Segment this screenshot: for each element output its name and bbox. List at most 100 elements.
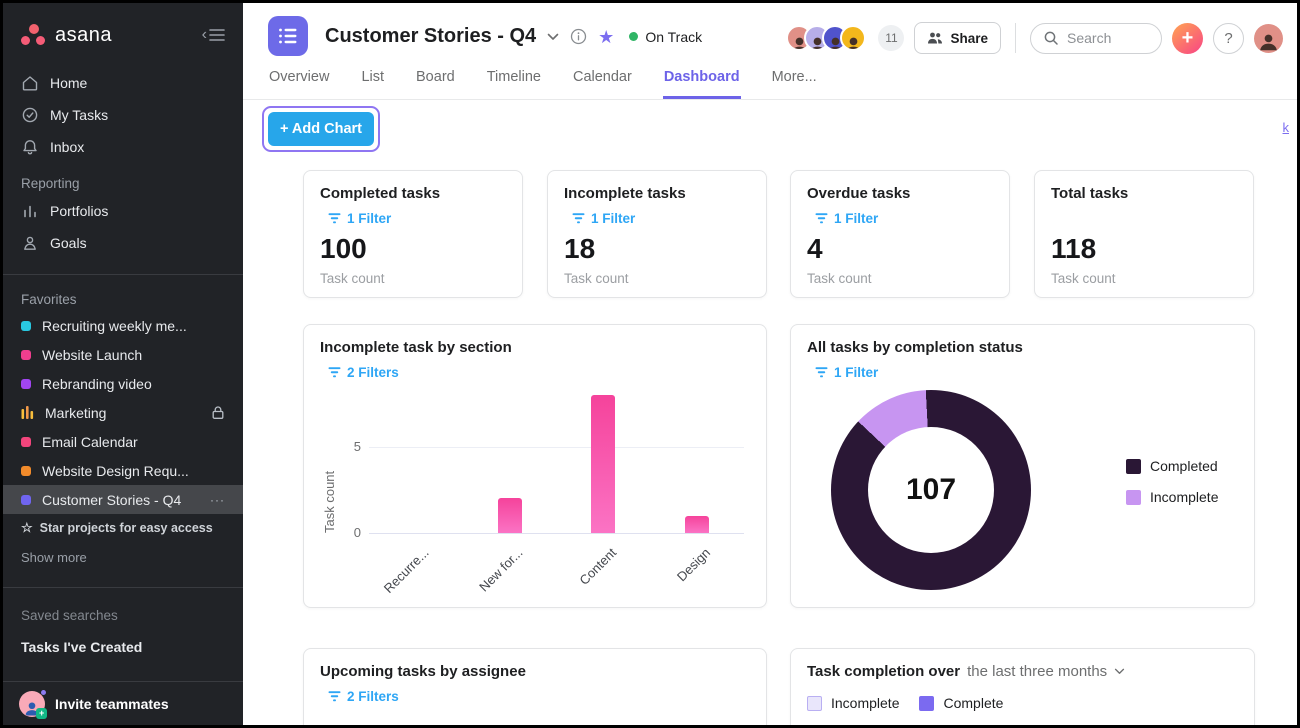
gridline-0: 0 [354, 525, 744, 540]
sidebar-item-rebranding-video[interactable]: Rebranding video [3, 369, 243, 398]
member-avatars[interactable] [786, 25, 867, 51]
profile-avatar[interactable] [1254, 23, 1283, 53]
lock-icon [211, 405, 225, 420]
tab-more[interactable]: More... [771, 69, 817, 85]
search-input[interactable] [1030, 22, 1162, 54]
legend-swatch [1126, 489, 1141, 505]
help-button[interactable]: ? [1213, 22, 1244, 54]
sidebar-item-website-launch[interactable]: Website Launch [3, 340, 243, 369]
tab-calendar[interactable]: Calendar [572, 69, 632, 85]
legend-swatch [1126, 458, 1141, 474]
member-count-badge[interactable]: 11 [878, 25, 905, 51]
saved-searches-label: Saved searches [21, 607, 118, 623]
bar[interactable] [497, 498, 522, 533]
x-axis-label: New for... [475, 545, 526, 595]
gridline-5: 5 [354, 439, 744, 454]
tab-overview[interactable]: Overview [269, 69, 330, 85]
filter-icon [572, 213, 585, 224]
favorite-star-icon[interactable]: ★ [598, 26, 615, 47]
card-completion-status: All tasks by completion status 1 Filter … [790, 324, 1255, 608]
truncated-link[interactable]: k [1282, 120, 1290, 135]
card-upcoming-by-assignee: Upcoming tasks by assignee 2 Filters [303, 648, 767, 725]
sidebar-item-email-calendar[interactable]: Email Calendar [3, 427, 243, 456]
invite-teammates-button[interactable]: + Invite teammates [3, 681, 243, 725]
info-icon[interactable] [570, 28, 587, 45]
date-range-dropdown[interactable]: the last three months [967, 663, 1108, 680]
filter-link[interactable]: 1 Filter [572, 211, 635, 226]
invite-teammates-icon: + [19, 689, 47, 719]
sidebar-item-marketing[interactable]: Marketing [3, 398, 243, 427]
project-color-bullet [21, 436, 31, 447]
bar-chart-icon [21, 202, 39, 220]
filter-link[interactable]: 2 Filters [328, 689, 399, 704]
sidebar-item-website-design-requ[interactable]: Website Design Requ... [3, 456, 243, 485]
legend-swatch [919, 695, 935, 711]
sidebar-item-label: Recruiting weekly me... [42, 317, 187, 334]
stat-card-total-tasks: Total tasks 118 Task count [1034, 170, 1254, 298]
search-field[interactable] [1067, 30, 1147, 46]
asana-logo-text: asana [55, 23, 112, 46]
bar[interactable] [591, 394, 616, 533]
sidebar-item-inbox[interactable]: Inbox [3, 131, 243, 163]
project-bars-icon [21, 406, 34, 419]
sidebar-item-home[interactable]: Home [3, 67, 243, 99]
filter-label: 2 Filters [347, 365, 399, 380]
chevron-down-icon[interactable] [1114, 668, 1125, 675]
card-title: All tasks by completion status [807, 339, 1023, 356]
sidebar-item-label: Website Launch [42, 346, 143, 363]
project-header: Customer Stories - Q4 ★ On Track Overvie… [243, 3, 1297, 100]
asana-logo-icon [21, 24, 47, 46]
check-circle-icon [21, 106, 39, 124]
filter-link[interactable]: 1 Filter [815, 211, 878, 226]
sidebar-item-customer-stories-q4[interactable]: Customer Stories - Q4 ··· [3, 485, 243, 514]
sidebar-collapse-button[interactable]: ‹ [202, 26, 225, 44]
divider [1015, 23, 1016, 53]
main-area: Customer Stories - Q4 ★ On Track Overvie… [243, 3, 1297, 725]
filter-icon [815, 213, 828, 224]
sidebar-item-my-tasks[interactable]: My Tasks [3, 99, 243, 131]
filter-link[interactable]: 1 Filter [328, 211, 391, 226]
show-more-link[interactable]: Show more [21, 549, 87, 565]
sidebar-item-portfolios[interactable]: Portfolios [3, 195, 243, 227]
stat-card-title: Incomplete tasks [564, 185, 686, 202]
stat-card-overdue-tasks: Overdue tasks 1 Filter 4 Task count [790, 170, 1010, 298]
filter-icon [328, 367, 341, 378]
avatar[interactable] [840, 25, 867, 51]
donut-center-value: 107 [905, 473, 957, 506]
sidebar-item-goals[interactable]: Goals [3, 227, 243, 259]
create-button[interactable]: + [1172, 22, 1203, 54]
reporting-section-label: Reporting [21, 175, 80, 191]
project-menu-icon[interactable]: ··· [210, 492, 225, 507]
sidebar-item-tasks-ive-created[interactable]: Tasks I've Created [3, 630, 243, 664]
share-label: Share [950, 30, 988, 46]
asana-logo[interactable]: asana [21, 24, 112, 47]
stat-caption: Task count [320, 271, 385, 286]
legend-item-incomplete: Incomplete [1126, 489, 1218, 505]
filter-link[interactable]: 1 Filter [815, 365, 878, 380]
sidebar-item-label: Goals [50, 235, 87, 251]
share-button[interactable]: Share [914, 22, 1001, 54]
add-chart-button[interactable]: + Add Chart [268, 112, 374, 146]
status-badge[interactable]: On Track [629, 29, 702, 45]
filter-link[interactable]: 2 Filters [328, 365, 399, 380]
tab-board[interactable]: Board [416, 69, 455, 85]
star-projects-hint-label: Star projects for easy access [39, 521, 213, 535]
status-dot [629, 32, 639, 41]
tab-list[interactable]: List [361, 69, 385, 85]
filter-icon [328, 691, 341, 702]
bar-category-new-for [463, 395, 557, 533]
legend-label: Incomplete [1150, 489, 1219, 505]
title-chevron-down-icon[interactable] [547, 33, 559, 41]
tab-dashboard[interactable]: Dashboard [662, 69, 741, 99]
tab-timeline[interactable]: Timeline [486, 69, 541, 85]
sidebar-nav: Home My Tasks Inbox [3, 67, 243, 163]
stat-value: 4 [807, 233, 823, 264]
sidebar-item-recruiting-weekly-me[interactable]: Recruiting weekly me... [3, 311, 243, 340]
hamburger-icon [209, 29, 225, 41]
project-icon[interactable] [268, 16, 308, 56]
status-label: On Track [645, 28, 703, 45]
sidebar-item-label: Rebranding video [42, 375, 152, 392]
bar[interactable] [685, 515, 710, 533]
home-icon [21, 74, 39, 92]
